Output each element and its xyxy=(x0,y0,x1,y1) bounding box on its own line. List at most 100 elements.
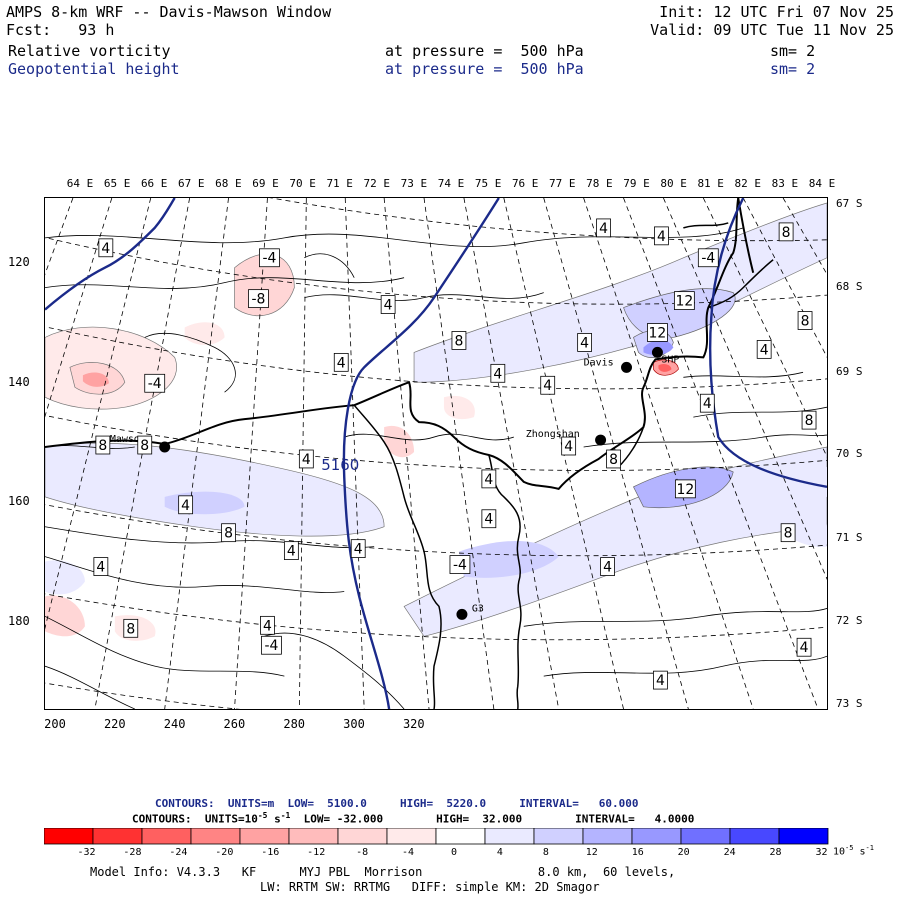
svg-text:4: 4 xyxy=(564,439,573,455)
svg-text:-8: -8 xyxy=(251,292,265,308)
vorticity-contour-label: 8 xyxy=(137,435,153,455)
grid-x-tick-label: 300 xyxy=(343,717,365,731)
vorticity-contour-label: 4 xyxy=(298,449,314,469)
colorbar-segment xyxy=(92,828,143,845)
longitude-tick-label: 67 E xyxy=(178,177,205,190)
model-info: Model Info: V4.3.3 KF MYJ PBL Morrison 8… xyxy=(90,865,676,879)
vorticity-contour-label: 8 xyxy=(95,435,111,455)
latitude-tick-label: 73 S xyxy=(836,697,863,710)
longitude-tick-label: 78 E xyxy=(586,177,613,190)
longitude-tick-label: 70 E xyxy=(289,177,316,190)
colorbar-tick-label: 0 xyxy=(450,847,458,858)
colorbar xyxy=(44,828,829,845)
colorbar-segment xyxy=(484,828,535,845)
latitude-tick-label: 71 S xyxy=(836,531,863,544)
svg-text:12: 12 xyxy=(649,325,667,341)
grid-x-tick-label: 260 xyxy=(223,717,246,731)
vorticity-contour-label: 12 xyxy=(647,323,668,342)
svg-text:4: 4 xyxy=(580,335,589,351)
longitude-tick-label: 64 E xyxy=(66,177,94,190)
grid-x-tick-label: 220 xyxy=(103,717,126,731)
latitude-tick-label: 67 S xyxy=(836,197,863,210)
longitude-tick-label: 83 E xyxy=(771,177,799,190)
station-markers xyxy=(159,346,663,620)
svg-text:4: 4 xyxy=(703,396,712,412)
field1-name: Relative vorticity xyxy=(8,42,171,60)
field1-level: at pressure = 500 hPa xyxy=(385,42,584,60)
colorbar-tick-label: 28 xyxy=(769,847,782,858)
vorticity-contour-label: 4 xyxy=(380,295,396,314)
map-title: AMPS 8-km WRF -- Davis-Mawson Window xyxy=(6,3,332,21)
svg-text:4: 4 xyxy=(384,298,393,314)
colorbar-tick-label: 16 xyxy=(631,847,644,858)
svg-text:4: 4 xyxy=(800,640,809,656)
grid-x-tick-label: 320 xyxy=(402,717,425,731)
field2-smoothing: sm= 2 xyxy=(770,60,816,78)
svg-text:8: 8 xyxy=(805,413,814,429)
vorticity-contour-label: 4 xyxy=(333,352,349,372)
svg-text:8: 8 xyxy=(98,438,107,454)
colorbar-tick-label: 20 xyxy=(677,847,690,858)
vorticity-contour-label: 4 xyxy=(596,218,611,238)
vorticity-contour-label: 8 xyxy=(780,523,796,543)
vorticity-contour-label: 4 xyxy=(561,436,577,456)
vorticity-contour-labels: 4 -4 -8 4 4 -4 8 4 4 8 8 4 4 -4 12 12 4 4 8 4 4 8 4 8 4 4 4 -4 4 4 8 -4… xyxy=(93,218,817,690)
station-label-g3: G3 xyxy=(472,603,484,614)
svg-text:4: 4 xyxy=(543,378,552,394)
grid-x-tick-label: 240 xyxy=(163,717,186,731)
svg-text:8: 8 xyxy=(801,314,810,330)
vorticity-contour-label: 12 xyxy=(673,291,695,310)
longitude-tick-label: 75 E xyxy=(474,177,502,190)
longitude-tick-label: 74 E xyxy=(437,177,465,190)
svg-text:4: 4 xyxy=(302,452,311,468)
vorticity-contour-label: -4 xyxy=(261,635,282,655)
colorbar-tick-label: -24 xyxy=(169,847,188,858)
height-contour-label: 5160 xyxy=(321,456,359,474)
vorticity-contour-label: 4 xyxy=(490,363,506,383)
longitude-tick-label: 84 E xyxy=(808,177,836,190)
field2-level: at pressure = 500 hPa xyxy=(385,60,584,78)
colorbar-segment xyxy=(778,828,829,845)
vorticity-contour-label: 4 xyxy=(93,557,109,576)
svg-text:8: 8 xyxy=(126,621,135,637)
valid-time: Valid: 09 UTC Tue 11 Nov 25 xyxy=(650,21,894,39)
geopotential-height-contours xyxy=(45,198,827,709)
init-time: Init: 12 UTC Fri 07 Nov 25 xyxy=(659,3,894,21)
latitude-tick-label: 68 S xyxy=(836,280,863,293)
vorticity-contour-label: 4 xyxy=(654,226,669,246)
svg-text:4: 4 xyxy=(484,512,493,528)
colorbar-tick-label: -4 xyxy=(402,847,415,858)
station-labels: Mawson Davis Zhongshan G3 SHP xyxy=(110,354,680,614)
field2-name: Geopotential height xyxy=(8,60,180,78)
colorbar-segment xyxy=(680,828,731,845)
grid-y-tick-label: 140 xyxy=(8,375,30,389)
field1-smoothing: sm= 2 xyxy=(770,42,816,60)
colorbar-tick-label: -20 xyxy=(215,847,234,858)
vorticity-contour-label: 4 xyxy=(796,637,812,657)
longitude-tick-label: 65 E xyxy=(103,177,131,190)
station-label-davis: Davis xyxy=(584,357,614,368)
vorticity-contour-label: 4 xyxy=(350,539,366,558)
vorticity-contour-label: 4 xyxy=(481,509,497,529)
svg-text:-4: -4 xyxy=(453,558,467,574)
vorticity-contour-label: 12 xyxy=(674,479,696,499)
colorbar-tick-label: 32 xyxy=(815,847,828,858)
latitude-tick-label: 70 S xyxy=(836,447,863,460)
grid-y-tick-label: 120 xyxy=(8,255,30,269)
vorticity-contour-label: 4 xyxy=(756,340,772,359)
map-panel: Mawson Davis Zhongshan G3 SHP 5160 4 -4 -8… xyxy=(44,197,828,710)
svg-text:8: 8 xyxy=(140,438,149,454)
svg-text:4: 4 xyxy=(287,544,296,560)
longitude-tick-label: 68 E xyxy=(215,177,242,190)
svg-text:4: 4 xyxy=(263,618,272,634)
vorticity-contour-label: 4 xyxy=(600,557,615,576)
svg-text:-4: -4 xyxy=(264,638,278,654)
colorbar-tick-label: -28 xyxy=(123,847,142,858)
colorbar-segment xyxy=(337,828,388,845)
svg-text:-4: -4 xyxy=(262,251,276,267)
svg-text:8: 8 xyxy=(782,225,791,241)
svg-text:4: 4 xyxy=(337,355,346,371)
forecast-hour: Fcst: 93 h xyxy=(6,21,115,39)
svg-text:12: 12 xyxy=(675,294,693,310)
colorbar-segment xyxy=(288,828,339,845)
